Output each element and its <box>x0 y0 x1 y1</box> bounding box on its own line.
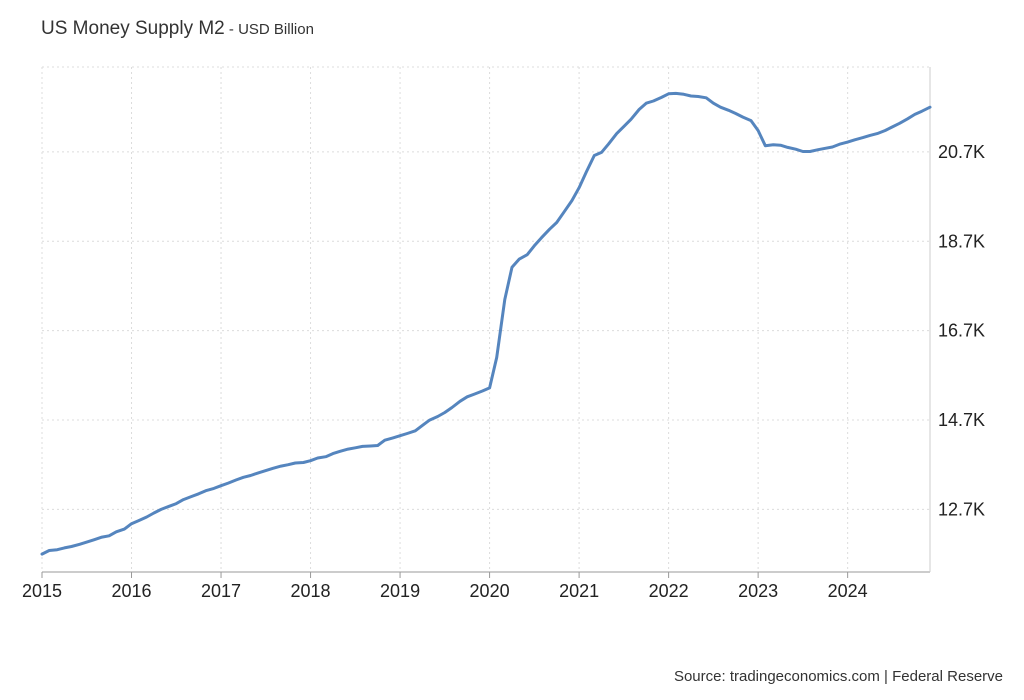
y-tick-label: 20.7K <box>938 142 985 162</box>
x-tick-label: 2023 <box>738 581 778 601</box>
x-tick-label: 2024 <box>828 581 868 601</box>
chart-grid <box>41 66 930 572</box>
x-tick-label: 2022 <box>649 581 689 601</box>
source-note: Source: tradingeconomics.com | Federal R… <box>673 668 1003 685</box>
chart-plot: 2015 2016 2017 2018 2019 2020 2021 2022 2023 2024… <box>22 66 985 601</box>
x-tick-label: 2015 <box>22 581 62 601</box>
y-tick-label: 14.7K <box>938 410 985 430</box>
y-tick-label: 18.7K <box>938 231 985 251</box>
chart-title-block: US Money Supply M2 - USD Billion <box>41 18 314 40</box>
x-tick-label: 2019 <box>380 581 420 601</box>
x-tick-label: 2021 <box>559 581 599 601</box>
x-tick-label: 2017 <box>201 581 241 601</box>
x-tick-label: 2016 <box>111 581 151 601</box>
chart-title-separator: - <box>224 21 239 38</box>
y-tick-label: 12.7K <box>938 499 985 519</box>
chart-title: US Money Supply M2 <box>41 18 225 39</box>
y-axis-ticks: 12.7K 14.7K 16.7K 18.7K 20.7K <box>938 142 985 520</box>
series-line-m2 <box>40 91 932 556</box>
x-tick-label: 2020 <box>470 581 510 601</box>
chart-series <box>40 91 932 556</box>
x-tick-label: 2018 <box>291 581 331 601</box>
y-tick-label: 16.7K <box>938 321 985 341</box>
x-axis-ticks: 2015 2016 2017 2018 2019 2020 2021 2022 2023 2024 <box>22 581 868 601</box>
chart-subtitle: USD Billion <box>238 21 314 38</box>
chart-axes <box>41 67 931 578</box>
